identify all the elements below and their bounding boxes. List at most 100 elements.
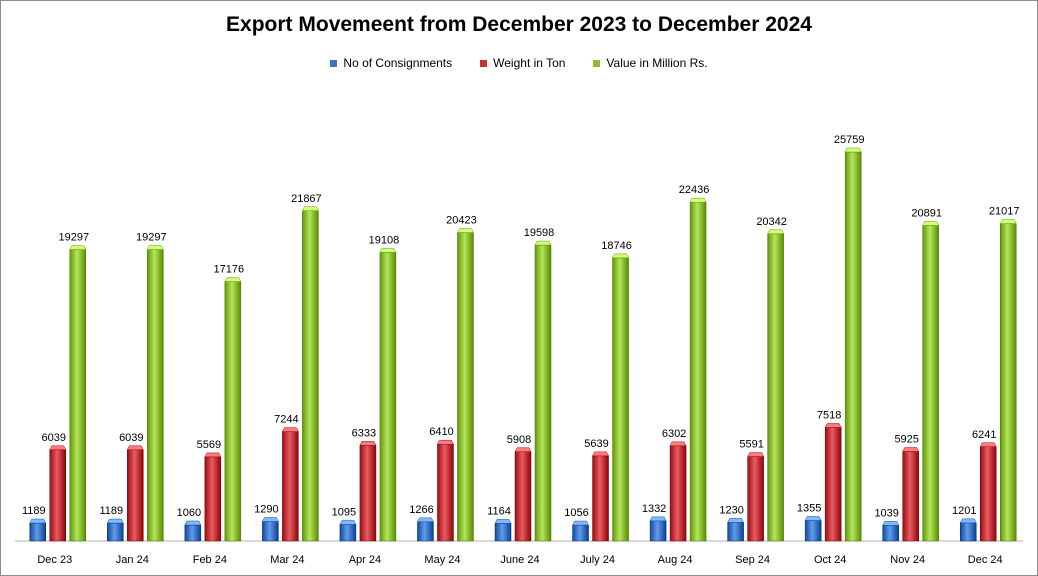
x-tick-label-11: Nov 24 <box>890 554 925 566</box>
data-label-weight-1: 6039 <box>119 432 143 444</box>
bar-value-11 <box>922 221 940 542</box>
x-tick-label-1: Jan 24 <box>116 554 149 566</box>
bar-consignments-3 <box>261 517 279 542</box>
data-label-value-11: 20891 <box>911 208 942 220</box>
bar-value-5 <box>457 228 474 542</box>
data-label-weight-11: 5925 <box>894 434 918 446</box>
x-tick-label-6: June 24 <box>500 554 539 566</box>
data-label-value-0: 19297 <box>58 232 89 244</box>
bar-value-6 <box>534 240 552 542</box>
x-tick-label-4: Apr 24 <box>349 554 381 566</box>
data-label-consignments-4: 1095 <box>332 506 356 518</box>
legend-swatch-consignments <box>330 59 338 67</box>
x-tick-label-10: Oct 24 <box>814 554 846 566</box>
bar-value-2 <box>224 277 242 542</box>
data-label-value-4: 19108 <box>369 234 400 246</box>
bar-weight-7 <box>592 451 609 542</box>
data-label-value-5: 20423 <box>446 215 477 227</box>
bar-consignments-7 <box>572 520 589 542</box>
legend-swatch-weight <box>480 59 488 67</box>
bar-weight-4 <box>359 441 377 542</box>
bar-consignments-1 <box>106 518 124 542</box>
bar-consignments-6 <box>494 519 512 542</box>
bar-consignments-9 <box>727 518 745 542</box>
x-tick-label-3: Mar 24 <box>270 554 304 566</box>
data-label-consignments-10: 1355 <box>797 503 821 515</box>
bar-value-10 <box>844 147 862 542</box>
bar-value-4 <box>379 248 397 542</box>
bar-consignments-5 <box>417 517 434 542</box>
bar-weight-3 <box>281 427 299 542</box>
data-label-consignments-5: 1266 <box>409 504 433 516</box>
bar-weight-8 <box>669 441 687 542</box>
data-label-weight-12: 6241 <box>972 429 996 441</box>
data-label-consignments-8: 1332 <box>642 503 666 515</box>
data-label-consignments-1: 1189 <box>99 505 123 517</box>
bar-weight-10 <box>824 423 842 542</box>
data-label-value-7: 18746 <box>601 240 632 252</box>
data-label-weight-7: 5639 <box>584 438 608 450</box>
data-label-consignments-7: 1056 <box>564 507 588 519</box>
bar-weight-12 <box>979 442 997 542</box>
legend-item-weight: Weight in Ton <box>480 56 565 70</box>
data-label-consignments-12: 1201 <box>952 505 976 517</box>
x-tick-label-5: May 24 <box>424 554 460 566</box>
data-label-value-8: 22436 <box>679 184 710 196</box>
data-label-weight-4: 6333 <box>352 427 376 439</box>
data-label-consignments-6: 1164 <box>487 505 511 517</box>
data-label-value-3: 21867 <box>291 193 322 205</box>
data-label-consignments-11: 1039 <box>874 507 898 519</box>
bar-value-1 <box>146 245 164 542</box>
x-tick-label-0: Dec 23 <box>37 554 72 566</box>
chart-legend: No of Consignments Weight in Ton Value i… <box>1 56 1037 70</box>
bar-weight-2 <box>204 452 222 542</box>
bar-consignments-10 <box>804 516 822 542</box>
bar-consignments-2 <box>184 520 202 542</box>
legend-label-weight: Weight in Ton <box>493 56 566 70</box>
bar-consignments-11 <box>882 521 900 542</box>
bar-weight-11 <box>902 447 920 542</box>
data-label-weight-9: 5591 <box>739 439 763 451</box>
bar-weight-5 <box>437 439 454 542</box>
bar-value-0 <box>69 245 87 542</box>
legend-label-consignments: No of Consignments <box>343 56 453 70</box>
bar-value-12 <box>999 219 1017 542</box>
data-label-consignments-0: 1189 <box>22 505 46 517</box>
data-label-value-9: 20342 <box>756 216 787 228</box>
x-tick-label-9: Sep 24 <box>735 554 770 566</box>
data-label-value-1: 19297 <box>136 232 167 244</box>
x-tick-label-2: Feb 24 <box>193 554 227 566</box>
data-label-consignments-3: 1290 <box>254 504 278 516</box>
bar-value-7 <box>612 253 629 542</box>
data-label-weight-3: 7244 <box>274 414 298 426</box>
data-label-value-10: 25759 <box>834 134 865 146</box>
data-label-weight-2: 5569 <box>197 439 221 451</box>
x-tick-label-8: Aug 24 <box>658 554 693 566</box>
legend-label-value: Value in Million Rs. <box>606 56 708 70</box>
bar-consignments-4 <box>339 520 357 542</box>
data-label-consignments-9: 1230 <box>719 504 743 516</box>
x-tick-label-7: July 24 <box>580 554 615 566</box>
bar-consignments-0 <box>29 518 47 542</box>
data-label-consignments-2: 1060 <box>177 507 201 519</box>
data-label-value-6: 19598 <box>524 227 555 239</box>
bar-consignments-8 <box>649 516 667 542</box>
legend-item-value: Value in Million Rs. <box>593 56 708 70</box>
data-label-weight-8: 6302 <box>662 428 686 440</box>
bar-weight-9 <box>747 452 765 542</box>
bar-value-9 <box>767 229 785 542</box>
data-label-weight-5: 6410 <box>429 426 453 438</box>
data-label-weight-6: 5908 <box>507 434 531 446</box>
bar-value-3 <box>301 206 319 542</box>
bar-weight-6 <box>514 447 532 542</box>
data-label-value-2: 17176 <box>214 264 245 276</box>
bar-consignments-12 <box>959 518 977 542</box>
bar-value-8 <box>689 197 707 542</box>
bar-weight-0 <box>49 445 67 542</box>
data-label-weight-0: 6039 <box>42 432 66 444</box>
bar-weight-1 <box>126 445 144 542</box>
legend-item-consignments: No of Consignments <box>330 56 452 70</box>
legend-swatch-value <box>593 59 601 67</box>
x-tick-label-12: Dec 24 <box>968 554 1003 566</box>
